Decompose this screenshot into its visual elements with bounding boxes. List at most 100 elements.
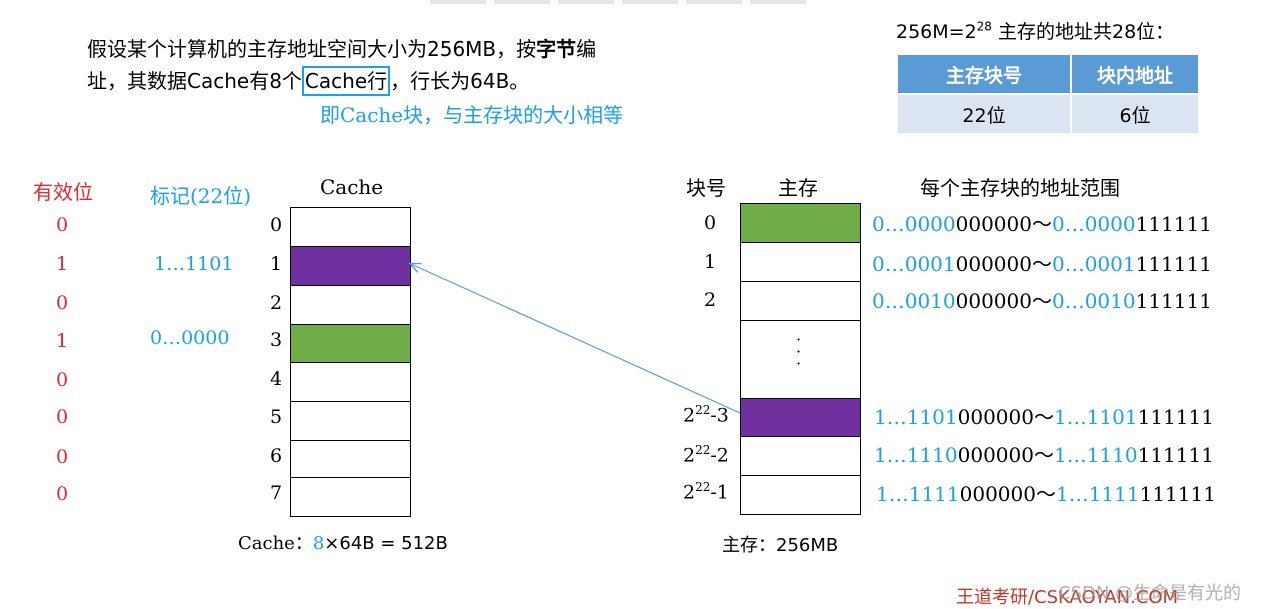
address-range: 0…0001000000～0…0001111111: [872, 248, 1212, 277]
cache-size-label: Cache：8×64B = 512B: [238, 529, 448, 555]
valid-bit: 0: [56, 214, 69, 236]
cache-header: Cache: [320, 175, 384, 199]
range-end-block: 1…1110: [1053, 443, 1138, 467]
range-start-offset: 000000: [955, 252, 1032, 276]
range-tilde: ～: [1031, 252, 1052, 276]
cache-row-index: 5: [270, 406, 283, 428]
address-range: 0…0010000000～0…0010111111: [872, 285, 1212, 314]
range-end-offset: 111111: [1137, 405, 1214, 429]
block-offset-bits: 6位: [1070, 93, 1200, 135]
intro-line1-bold: 字节: [536, 37, 577, 61]
cache-line-highlight: Cache行: [301, 66, 391, 96]
memory-ellipsis-block: [740, 320, 861, 399]
intro-line2-prefix: 址，其数据Cache有8个: [87, 69, 302, 93]
valid-bit: 0: [56, 369, 69, 391]
valid-bit-header: 有效位: [33, 180, 93, 204]
cache-row-index: 2: [270, 292, 283, 314]
top-bar-segment: [750, 0, 806, 4]
block-exponent: 22: [695, 443, 711, 457]
valid-bit: 0: [56, 483, 69, 505]
cache-row-index: 0: [270, 214, 283, 236]
memory-column-header: 主存: [778, 176, 818, 200]
range-tilde: ～: [1031, 289, 1052, 313]
range-end-offset: 111111: [1135, 289, 1212, 313]
cache-block-note: 即Cache块，与主存块的大小相等: [320, 103, 624, 127]
memory-block-number: 222-1: [683, 480, 729, 503]
range-start-block: 1…1110: [874, 443, 958, 467]
range-start-offset: 000000: [959, 482, 1036, 506]
intro-line-2: 址，其数据Cache有8个 Cache行 ，行长为64B。: [87, 65, 596, 97]
block-base: 2: [683, 444, 696, 467]
cache-line: [290, 285, 411, 325]
cache-size-count: 8: [312, 533, 325, 554]
block-exponent: 22: [695, 480, 711, 494]
memory-block: [740, 475, 861, 515]
range-end-offset: 111111: [1135, 252, 1212, 276]
cache-line: [290, 324, 411, 363]
range-end-block: 0…0010: [1051, 289, 1136, 313]
block-suffix: -3: [710, 404, 729, 427]
top-bar-segment: [430, 0, 486, 4]
cache-row-index: 6: [270, 445, 283, 467]
range-tilde: ～: [1035, 482, 1056, 506]
range-tilde: ～: [1033, 443, 1054, 467]
memory-block-number: 222-2: [683, 443, 729, 466]
memory-ellipsis: · · ·: [796, 330, 802, 373]
block-number-bits: 22位: [896, 93, 1072, 135]
address-range: 1…1111000000～1…1111111111: [876, 478, 1216, 507]
valid-bit: 1: [56, 330, 69, 352]
cache-row-index: 7: [270, 482, 283, 504]
block-offset-header: 块内地址: [1070, 53, 1200, 95]
memory-block-number: 0: [704, 212, 717, 234]
valid-bit: 1: [56, 253, 69, 275]
address-split-table: 主存块号 块内地址 22位 6位: [896, 53, 1200, 135]
range-start-block: 0…0010: [872, 289, 956, 313]
range-end-block: 1…1111: [1055, 482, 1140, 506]
cache-line: [290, 477, 411, 517]
block-exponent: 22: [695, 403, 711, 417]
cache-size-rest: ×64B = 512B: [324, 533, 448, 554]
range-end-offset: 111111: [1139, 482, 1216, 506]
range-start-block: 1…1111: [876, 482, 960, 506]
block-number-header: 主存块号: [896, 53, 1072, 95]
range-start-offset: 000000: [955, 212, 1032, 236]
block-suffix: -2: [710, 444, 729, 467]
cache-line: [290, 207, 411, 247]
address-split-header-row: 主存块号 块内地址: [896, 53, 1200, 95]
intro-line-1: 假设某个计算机的主存地址空间大小为256MB，按字节编: [87, 33, 596, 65]
range-end-block: 0…0001: [1051, 252, 1136, 276]
block-suffix: -1: [710, 481, 729, 504]
top-bar-segment: [622, 0, 678, 4]
cache-line: [290, 440, 411, 478]
range-start-offset: 000000: [957, 443, 1034, 467]
cache-size-prefix: Cache：: [238, 533, 313, 554]
tag-header: 标记(22位): [150, 184, 252, 208]
range-start-offset: 000000: [957, 405, 1034, 429]
block-base: 2: [683, 404, 696, 427]
intro-line1-suffix: 编: [576, 37, 597, 61]
tag-value: 0…0000: [150, 327, 230, 349]
memory-block-number: 222-3: [683, 403, 729, 426]
address-split-title: 256M=228 主存的地址共28位：: [896, 17, 1174, 44]
block-number-column-header: 块号: [686, 176, 726, 200]
tag-value: 1…1101: [154, 253, 234, 275]
memory-size-label: 主存：256MB: [722, 531, 838, 557]
csdn-watermark: CSDN @生命是有光的: [1058, 583, 1242, 604]
address-split-value-row: 22位 6位: [896, 93, 1200, 135]
address-range: 0…0000000000～0…0000111111: [872, 208, 1212, 237]
range-tilde: ～: [1033, 405, 1054, 429]
valid-bit: 0: [56, 446, 69, 468]
intro-line2-suffix: ，行长为64B。: [390, 69, 530, 93]
address-range: 1…1101000000～1…1101111111: [874, 401, 1214, 430]
range-start-block: 0…0001: [872, 252, 956, 276]
top-bar-segment: [494, 0, 550, 4]
range-start-block: 0…0000: [872, 212, 956, 236]
top-bar-segment: [558, 0, 614, 4]
mapping-arrow-line: [411, 264, 741, 414]
memory-block-number: 2: [704, 289, 717, 311]
range-start-offset: 000000: [955, 289, 1032, 313]
intro-line1-prefix: 假设某个计算机的主存地址空间大小为256MB，按: [87, 37, 537, 61]
range-end-offset: 111111: [1137, 443, 1214, 467]
address-range-header: 每个主存块的地址范围: [920, 176, 1120, 200]
